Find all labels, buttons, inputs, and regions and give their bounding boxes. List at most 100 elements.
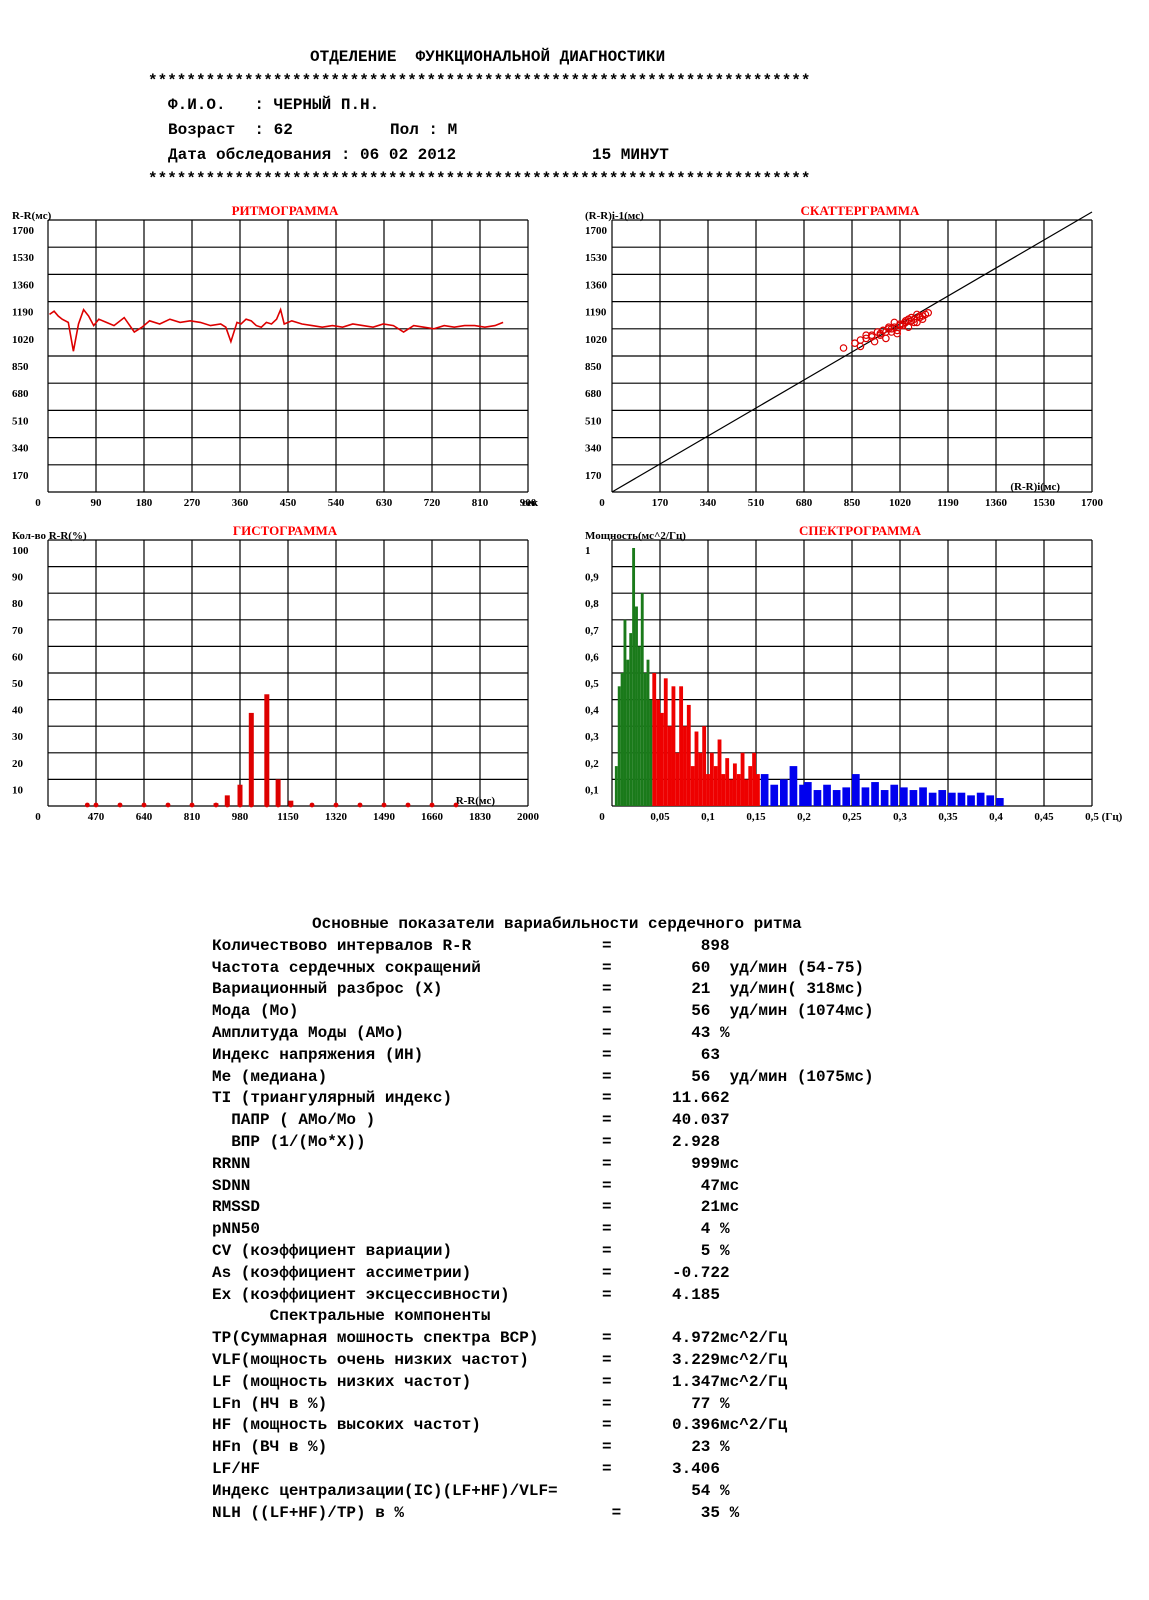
spectrum-bar-lf <box>732 763 737 806</box>
spectrum-bar-vlf <box>649 699 653 806</box>
spectrum-bar-lf <box>663 678 668 806</box>
spectrum-bar-hf <box>957 792 966 806</box>
spectrum-bar-lf <box>660 712 664 806</box>
spectrum-bar-vlf <box>637 646 641 806</box>
x-tick-label: 0,4 <box>989 811 1003 823</box>
y-tick-label: 170 <box>12 470 29 482</box>
chart-title: СКАТТЕРГРАММА <box>801 203 920 218</box>
indicator-label: pNN50 <box>212 1220 261 1239</box>
patient-name-row: Ф.И.О. : ЧЕРНЫЙ П.Н. <box>168 96 379 114</box>
x-tick-label: 1700 <box>1081 497 1104 509</box>
scatter-point <box>867 332 876 341</box>
sex-value: М <box>447 121 458 139</box>
indicator-label: Индекс напряжения (ИН) <box>212 1045 424 1064</box>
histogram-dot <box>333 802 339 808</box>
indicator-label: HFn (ВЧ в %) <box>212 1438 328 1457</box>
indicator-equals: = <box>602 1263 612 1282</box>
x-tick-label: 0,45 <box>1034 811 1054 823</box>
spectrum-bar-lf <box>698 752 703 806</box>
y-tick-label: 340 <box>12 443 29 455</box>
spectrum-bar-lf <box>713 766 718 806</box>
spectrum-bar-hf <box>804 782 812 806</box>
y-tick-label: 850 <box>12 361 29 373</box>
indicator-value: 1.347мс^2/Гц <box>672 1372 788 1391</box>
x-tick-label: 1660 <box>421 811 444 823</box>
spectrum-bar-hf <box>780 779 788 806</box>
histogram-bar <box>248 712 254 806</box>
indicators-title-text: Основные показатели вариабильности серде… <box>312 915 802 933</box>
x-tick-label: 0 <box>35 811 41 823</box>
y-tick-label: 80 <box>12 598 24 610</box>
x-tick-label: 810 <box>184 811 201 823</box>
x-tick-label: 180 <box>136 497 153 509</box>
spectrum-bar-hf <box>760 774 769 806</box>
spectrum-bar-lf <box>744 779 749 806</box>
x-tick-label: 0,3 <box>893 811 907 823</box>
y-tick-label: 100 <box>12 545 29 557</box>
chart-title: СПЕКТРОГРАММА <box>799 523 922 538</box>
y-tick-label: 1530 <box>585 252 608 264</box>
y-tick-label: 1700 <box>585 225 608 237</box>
x-tick-label: 720 <box>424 497 441 509</box>
y-tick-label: 850 <box>585 361 602 373</box>
indicator-value: 77 % <box>672 1394 730 1413</box>
spectrum-bar-lf <box>729 779 733 806</box>
indicator-value: 898 <box>672 936 730 955</box>
patient-age-row: Возраст : 62 <box>168 121 293 139</box>
scatter-point <box>856 342 865 351</box>
indicator-equals: = <box>602 980 612 999</box>
x-tick-label: 630 <box>376 497 393 509</box>
y-tick-label: 0,9 <box>585 572 599 584</box>
x-tick-label: 0,35 <box>938 811 958 823</box>
y-axis-label: R-R(мс) <box>12 210 52 222</box>
indicator-value: 3.229мс^2/Гц <box>672 1350 788 1369</box>
indicator-equals: = <box>602 1329 612 1348</box>
y-tick-label: 70 <box>12 625 24 637</box>
rhythmogram-line <box>49 307 504 352</box>
indicator-value: 999мс <box>672 1154 740 1173</box>
indicator-label: RMSSD <box>212 1198 261 1217</box>
indicator-label: Ме (медиана) <box>212 1067 328 1086</box>
spectrum-bar-hf <box>919 787 927 806</box>
histogram-dot <box>405 802 411 808</box>
indicator-value: 21мс <box>672 1198 740 1217</box>
spectrum-bar-lf <box>667 726 672 806</box>
y-tick-label: 0,7 <box>585 625 599 637</box>
histogram-dot <box>93 802 99 808</box>
indicator-label: NLH ((LF+HF)/TP) в % <box>212 1503 405 1522</box>
scatter-point <box>910 318 918 327</box>
spectrum-bar-hf <box>938 790 947 806</box>
histogram-bar <box>237 784 243 806</box>
x-tick-label: 0 <box>599 497 605 509</box>
spectrum-bar-vlf <box>623 619 627 806</box>
histogram-dot <box>357 802 363 808</box>
indicator-value: -0.722 <box>672 1263 730 1282</box>
indicator-value: 54 % <box>672 1481 730 1500</box>
x-tick-label: 680 <box>796 497 813 509</box>
indicator-value: 56 уд/мин (1075мс) <box>672 1067 874 1086</box>
histogram-bar <box>224 795 230 806</box>
indicator-label: Индекс централизации(IC)(LF+HF)/VLF= <box>212 1481 558 1500</box>
x-tick-label: 0,2 <box>797 811 811 823</box>
histogram-dot <box>117 802 123 808</box>
department-title: ОТДЕЛЕНИЕ ФУНКЦИОНАЛЬНОЙ ДИАГНОСТИКИ <box>310 48 666 66</box>
y-axis-label: (R-R)i-1(мс) <box>585 210 644 222</box>
identity-diagonal <box>611 211 1093 493</box>
indicator-value: 35 % <box>672 1503 740 1522</box>
y-tick-label: 680 <box>12 388 29 400</box>
x-tick-label: 810 <box>472 497 489 509</box>
indicator-equals: = <box>602 1045 612 1064</box>
indicator-label: SDNN <box>212 1176 251 1195</box>
spectrum-bar-lf <box>656 699 660 806</box>
spectrum-bar-lf <box>690 766 695 806</box>
spectrum-bar-vlf <box>640 593 644 806</box>
x-tick-label: 360 <box>232 497 249 509</box>
spectrum-bar-hf <box>948 792 956 806</box>
indicator-value: 4 % <box>672 1220 730 1239</box>
indicator-label: Вариационный разброс (X) <box>212 980 443 999</box>
x-tick-label: 0,05 <box>650 811 670 823</box>
spectrum-bar-hf <box>900 787 908 806</box>
indicator-value: 4.972мс^2/Гц <box>672 1329 788 1348</box>
histogram-dot <box>84 802 90 808</box>
date-value: 06 02 2012 <box>360 146 457 164</box>
